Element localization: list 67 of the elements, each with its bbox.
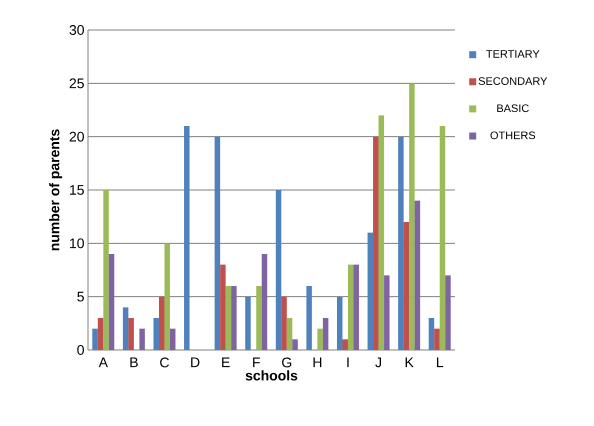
y-tick-label: 0 xyxy=(77,345,84,355)
bar xyxy=(220,264,226,350)
bar xyxy=(122,307,128,350)
bar xyxy=(103,190,109,350)
bar xyxy=(184,126,190,350)
bar xyxy=(434,328,440,350)
x-tick-label: I xyxy=(347,358,349,368)
bar xyxy=(153,318,159,350)
bar xyxy=(409,83,415,350)
x-tick-label: C xyxy=(160,358,169,368)
bar xyxy=(262,254,268,350)
bar xyxy=(292,339,298,350)
bar xyxy=(398,136,404,350)
bar xyxy=(342,339,348,350)
bar xyxy=(170,328,176,350)
legend-label: BASIC xyxy=(497,104,529,112)
x-tick-label: D xyxy=(191,358,200,368)
y-tick-label: 20 xyxy=(70,132,84,142)
bar xyxy=(353,264,359,350)
x-tick-label: A xyxy=(98,358,108,368)
bar xyxy=(414,200,420,350)
bar xyxy=(336,296,342,350)
x-tick-label: F xyxy=(253,358,260,368)
x-tick-label: L xyxy=(436,358,444,368)
bar xyxy=(306,286,312,350)
bar xyxy=(92,328,98,350)
legend-label: OTHERS xyxy=(490,131,536,140)
bar xyxy=(139,328,145,350)
bar xyxy=(231,286,237,350)
x-tick-label: H xyxy=(313,358,322,368)
bar xyxy=(384,275,390,350)
bar xyxy=(256,286,262,350)
bar xyxy=(245,296,251,350)
x-axis-title: schools xyxy=(246,370,298,380)
bar xyxy=(281,296,287,350)
x-tick-label: J xyxy=(375,358,381,368)
bar xyxy=(373,136,379,350)
bar xyxy=(286,318,292,350)
bar xyxy=(158,296,164,350)
legend-label: SECONDARY xyxy=(478,77,548,85)
bar xyxy=(276,190,282,350)
bar xyxy=(445,275,451,350)
bar xyxy=(128,318,134,350)
x-tick-label: G xyxy=(282,358,292,368)
y-tick-label: 5 xyxy=(77,292,84,302)
y-axis-title: number of parents xyxy=(49,129,62,250)
bar xyxy=(214,136,220,350)
legend-label: TERTIARY xyxy=(486,50,540,58)
bar xyxy=(368,232,374,350)
bar xyxy=(98,318,104,350)
bar xyxy=(404,222,410,350)
bar xyxy=(108,254,114,350)
bar xyxy=(378,115,384,350)
bar xyxy=(317,328,323,350)
y-tick-label: 30 xyxy=(70,25,84,35)
bar xyxy=(440,126,446,350)
x-tick-label: E xyxy=(222,358,230,368)
bar xyxy=(428,318,434,350)
y-tick-label: 15 xyxy=(70,185,84,195)
bar xyxy=(348,264,354,350)
bar xyxy=(226,286,232,350)
x-tick-label: K xyxy=(406,358,414,368)
y-tick-label: 25 xyxy=(70,78,84,88)
x-tick-label: B xyxy=(130,358,138,368)
y-tick-label: 10 xyxy=(70,238,84,248)
bar xyxy=(164,243,170,350)
bar xyxy=(322,318,328,350)
